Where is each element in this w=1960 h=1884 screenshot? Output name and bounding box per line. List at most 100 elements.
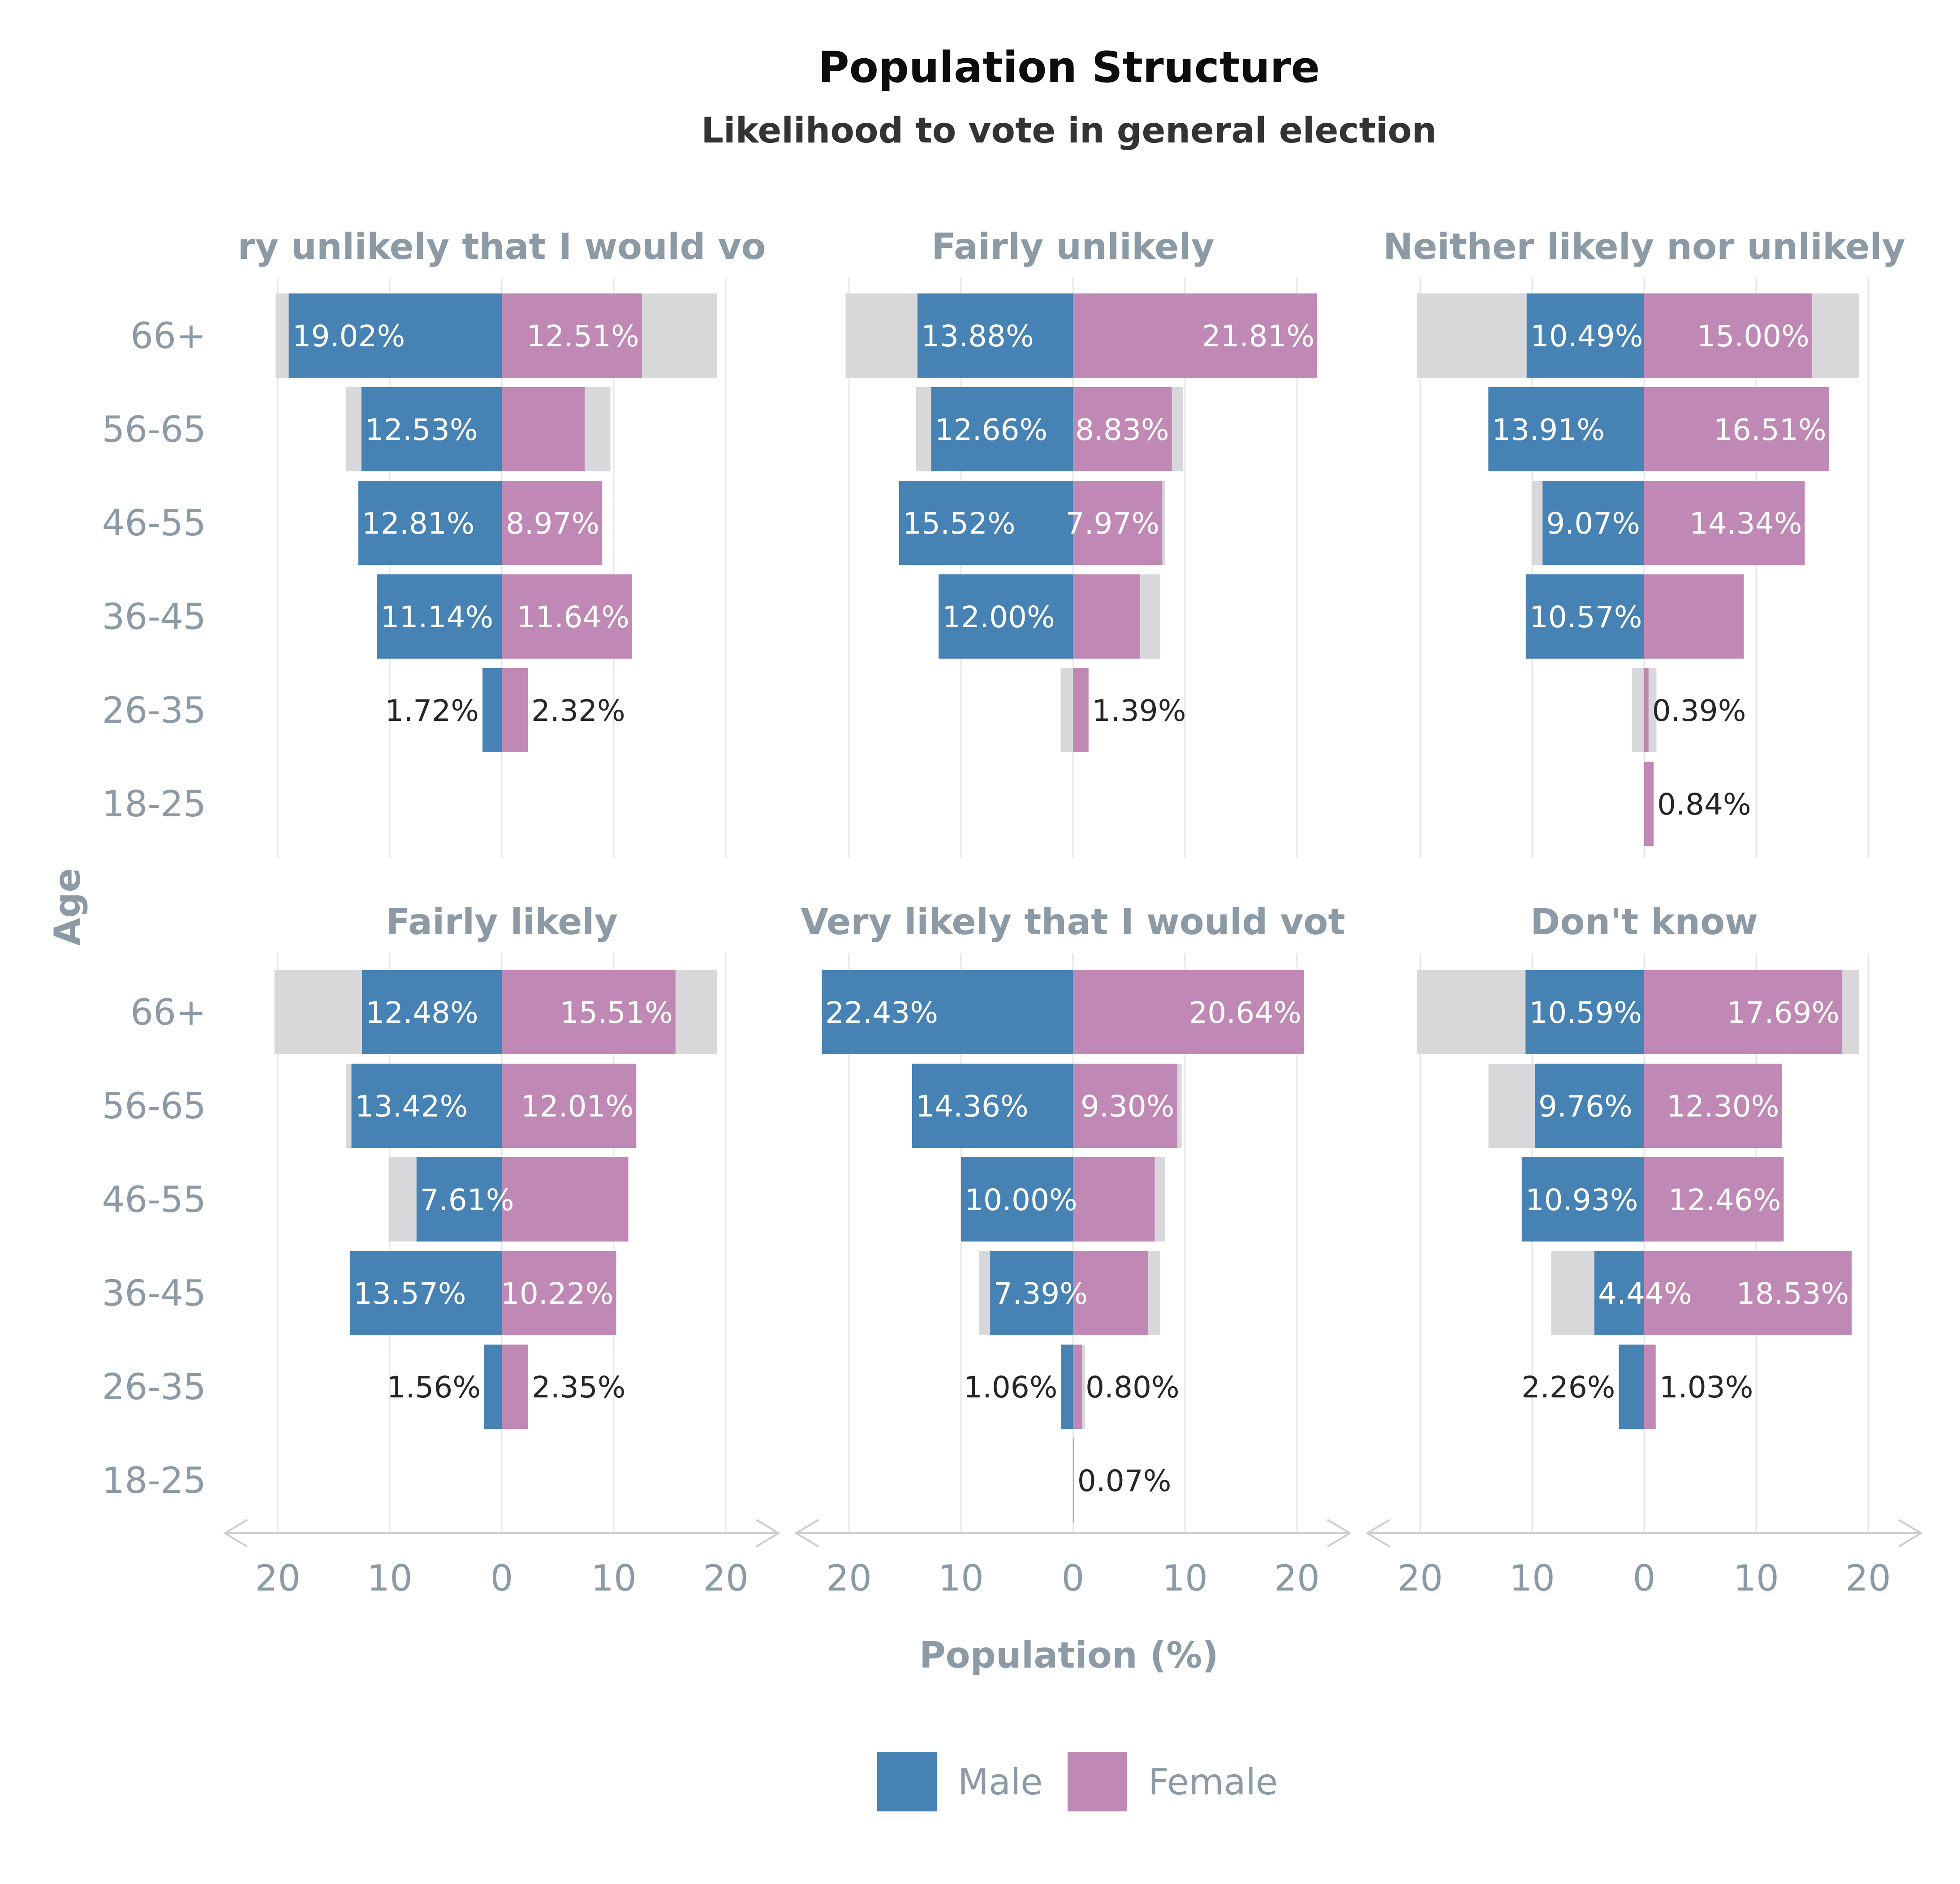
bar-male [822, 970, 1073, 1054]
data-label-male: 1.06% [964, 1370, 1058, 1405]
bar-female [1644, 1251, 1852, 1335]
data-label-male: 9.07% [1546, 506, 1640, 541]
legend-label: Female [1148, 1761, 1278, 1803]
bar-female [1644, 481, 1805, 565]
data-label-male: 9.76% [1538, 1089, 1633, 1124]
data-label-male: 4.44% [1598, 1276, 1692, 1311]
data-label-female: 2.32% [531, 694, 625, 728]
axis-arrow-left-icon [223, 1519, 248, 1548]
y-tick-label: 46-55 [102, 502, 206, 544]
x-tick-label: 20 [1845, 1557, 1891, 1599]
bar-male [349, 1251, 502, 1335]
data-label-male: 2.26% [1521, 1370, 1615, 1405]
bar-male [1619, 1345, 1644, 1429]
data-label-male: 14.36% [916, 1089, 1029, 1124]
x-tick-label: 10 [591, 1557, 637, 1599]
data-label-male: 10.93% [1525, 1183, 1638, 1217]
y-tick-label: 56-65 [102, 1085, 206, 1127]
y-tick-label: 18-25 [102, 1460, 206, 1501]
bar-male [1535, 1064, 1644, 1148]
data-label-female: 1.39% [1092, 694, 1186, 728]
bar-female [1644, 762, 1654, 846]
data-label-female: 12.51% [526, 319, 639, 354]
bar-female [1073, 574, 1140, 659]
data-label-male: 12.81% [362, 506, 475, 541]
bar-male [1542, 481, 1644, 565]
bar-female [1073, 970, 1304, 1054]
bar-female [1644, 574, 1744, 659]
axis-arrow-right-icon [1898, 1519, 1923, 1548]
data-label-female: 8.83% [1075, 413, 1169, 447]
facet-title: Fairly unlikely [931, 226, 1215, 267]
bar-male [1525, 574, 1644, 659]
facets: ry unlikely that I would vo 19.02% 12.51% 1… [102, 226, 1923, 1599]
data-label-female: 21.81% [1202, 319, 1315, 354]
data-label-male: 10.57% [1529, 600, 1642, 634]
bar-male [939, 574, 1073, 659]
bar-male [961, 1157, 1073, 1242]
x-tick-label: 20 [1274, 1557, 1320, 1599]
data-label-male: 13.42% [355, 1089, 468, 1124]
data-label-male: 13.91% [1492, 413, 1605, 447]
data-label-female: 8.97% [506, 506, 600, 541]
data-label-female: 20.64% [1189, 996, 1301, 1030]
bar-male [1526, 293, 1644, 378]
chart-subtitle: Likelihood to vote in general election [701, 111, 1437, 151]
bar-female [1073, 387, 1172, 471]
facet-panel: Don't know 10.59% 17.69% 9.76% 12.30% 10.93% 1… [1366, 901, 1923, 1599]
y-tick-label: 26-35 [102, 690, 206, 731]
y-tick-label: 26-35 [102, 1366, 206, 1408]
bar-female [502, 574, 632, 659]
y-tick-label: 18-25 [102, 783, 206, 825]
x-tick-label: 10 [1733, 1557, 1779, 1599]
axis-arrow-right-icon [755, 1519, 780, 1548]
bar-male [482, 668, 502, 752]
data-label-male: 12.66% [935, 413, 1048, 447]
bar-female [1073, 668, 1089, 752]
data-label-female: 12.30% [1667, 1089, 1779, 1124]
legend-swatch [877, 1752, 937, 1811]
data-label-male: 1.56% [387, 1370, 481, 1405]
data-label-female: 2.35% [532, 1370, 626, 1405]
x-tick-label: 20 [255, 1557, 301, 1599]
data-label-male: 19.02% [293, 319, 405, 354]
facet-title: Neither likely nor unlikely [1383, 226, 1905, 267]
axis-arrow-left-icon [794, 1519, 819, 1548]
data-label-female: 12.46% [1668, 1183, 1781, 1217]
data-label-male: 13.57% [353, 1276, 466, 1311]
data-label-male: 10.59% [1529, 996, 1642, 1030]
bar-female [502, 668, 528, 752]
data-label-female: 16.51% [1714, 413, 1826, 447]
data-label-female: 11.64% [517, 600, 629, 634]
data-label-female: 18.53% [1736, 1276, 1849, 1311]
bar-female [502, 1251, 616, 1335]
x-tick-label: 10 [1162, 1557, 1208, 1599]
data-label-male: 11.14% [381, 600, 494, 634]
bar-female [1073, 481, 1163, 565]
data-label-female: 17.69% [1727, 996, 1840, 1030]
bar-male [377, 574, 502, 659]
data-label-male: 10.00% [965, 1183, 1077, 1217]
data-label-male: 10.49% [1530, 319, 1643, 354]
bar-male [484, 1345, 502, 1429]
bar-male [918, 293, 1073, 378]
bar-female [1073, 1438, 1074, 1522]
bar-female [1644, 1064, 1782, 1148]
data-label-male: 7.61% [420, 1183, 514, 1217]
bar-male [1525, 970, 1644, 1054]
bar-female [502, 970, 676, 1054]
x-tick-label: 20 [703, 1557, 749, 1599]
data-label-female: 10.22% [501, 1276, 614, 1311]
facet-panel: Neither likely nor unlikely 10.49% 15.00% 1… [1383, 226, 1905, 858]
data-label-female: 14.34% [1689, 506, 1802, 541]
data-label-female: 9.30% [1081, 1089, 1175, 1124]
data-label-female: 15.51% [560, 996, 673, 1030]
y-tick-label: 36-45 [102, 596, 206, 638]
bar-male [1521, 1157, 1644, 1242]
bar-male [1061, 1345, 1073, 1429]
y-tick-label: 36-45 [102, 1272, 206, 1314]
bar-female [502, 1157, 629, 1242]
data-label-female: 0.39% [1652, 694, 1746, 728]
x-tick-label: 10 [367, 1557, 413, 1599]
